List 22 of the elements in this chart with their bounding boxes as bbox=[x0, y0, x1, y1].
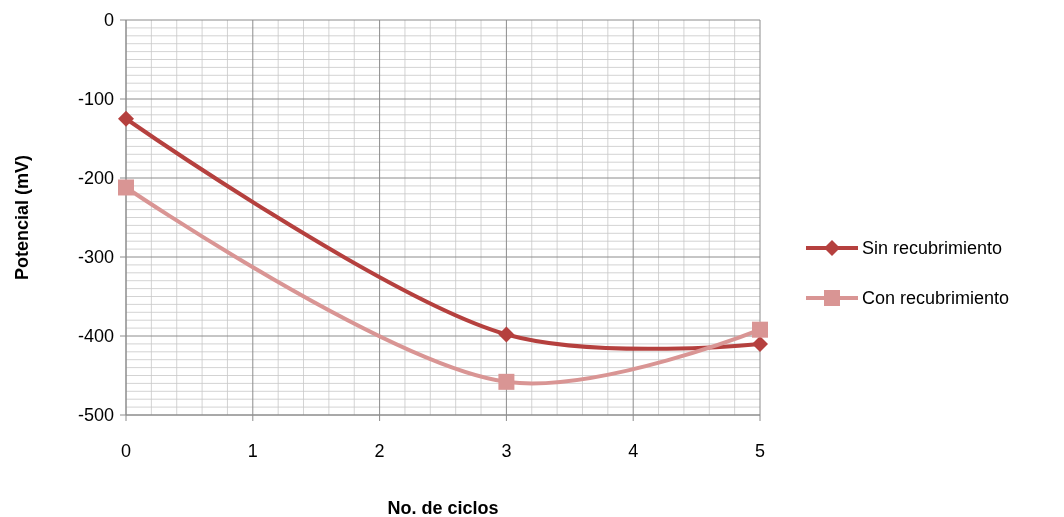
point bbox=[752, 335, 768, 352]
legend-label: Con recubrimiento bbox=[862, 288, 1010, 309]
y-tick-label: 0 bbox=[103, 10, 114, 31]
x-tick-label: 0 bbox=[120, 441, 132, 461]
point bbox=[118, 110, 134, 127]
x-tick-label: 3 bbox=[501, 441, 512, 461]
y-axis-title: Potencial (mV) bbox=[12, 154, 32, 281]
legend-label: Sin recubrimiento bbox=[862, 238, 1003, 259]
point bbox=[118, 179, 134, 196]
y-tick-label: -400 bbox=[77, 326, 114, 347]
x-axis-title: No. de ciclos bbox=[387, 498, 499, 517]
x-tick-label: 5 bbox=[754, 441, 766, 461]
point bbox=[498, 326, 515, 343]
x-tick-label: 1 bbox=[247, 441, 258, 461]
y-tick-label: -100 bbox=[77, 89, 114, 110]
x-tick-label: 4 bbox=[628, 441, 639, 461]
y-tick-label: -300 bbox=[77, 247, 114, 268]
point bbox=[752, 321, 768, 338]
x-tick-label: 2 bbox=[374, 441, 385, 461]
y-tick-label: -500 bbox=[77, 405, 114, 426]
y-tick-label: -200 bbox=[77, 168, 114, 189]
point bbox=[498, 373, 515, 390]
